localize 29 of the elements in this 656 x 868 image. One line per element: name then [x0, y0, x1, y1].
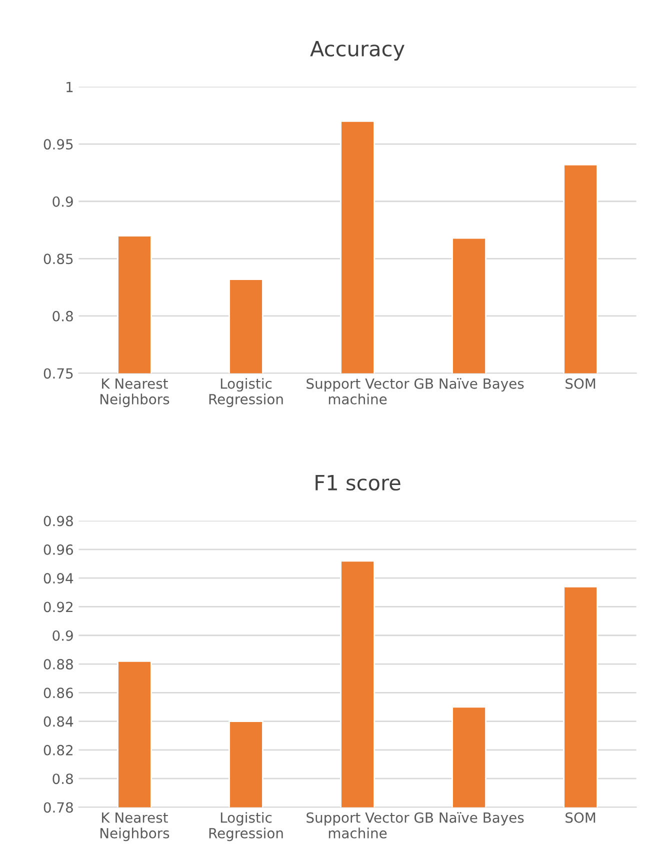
y-tick-label: 0.9 [52, 196, 73, 207]
y-tick-label: 0.95 [44, 139, 73, 150]
y-tick-label: 0.86 [44, 688, 73, 698]
x-tick-label: K Nearest Neighbors [100, 378, 170, 408]
x-tick-label: GB Naïve Bayes [414, 378, 524, 392]
y-tick-label: 0.8 [52, 310, 73, 322]
y-tick-label: 0.75 [44, 368, 73, 379]
y-tick-label: 1 [66, 82, 73, 92]
x-tick-label: Logistic Regression [209, 812, 283, 842]
y-tick-label: 0.96 [44, 544, 73, 555]
x-tick-label: K Nearest Neighbors [100, 812, 170, 842]
x-tick-label: SOM [566, 378, 596, 389]
y-tick-label: 0.85 [44, 254, 73, 264]
y-tick-label: 0.88 [44, 658, 73, 670]
y-tick-label: 0.82 [44, 744, 72, 756]
y-tick-label: 0.92 [44, 602, 72, 612]
x-tick-label: Support Vector machine [306, 812, 410, 838]
y-tick-label: 0.9 [52, 630, 73, 641]
x-tick-label: Logistic Regression [209, 378, 283, 408]
x-tick-label: Support Vector machine [306, 378, 410, 404]
x-tick-label: SOM [566, 812, 596, 823]
y-tick-label: 0.78 [44, 802, 73, 813]
x-tick-label: GB Naïve Bayes [414, 812, 524, 826]
chart-title: Accuracy [310, 41, 404, 61]
y-tick-label: 0.94 [44, 573, 74, 584]
chart-title: F1 score [316, 475, 400, 491]
y-tick-label: 0.98 [44, 516, 73, 526]
y-tick-label: 0.8 [52, 774, 73, 784]
y-tick-label: 0.84 [44, 716, 74, 727]
